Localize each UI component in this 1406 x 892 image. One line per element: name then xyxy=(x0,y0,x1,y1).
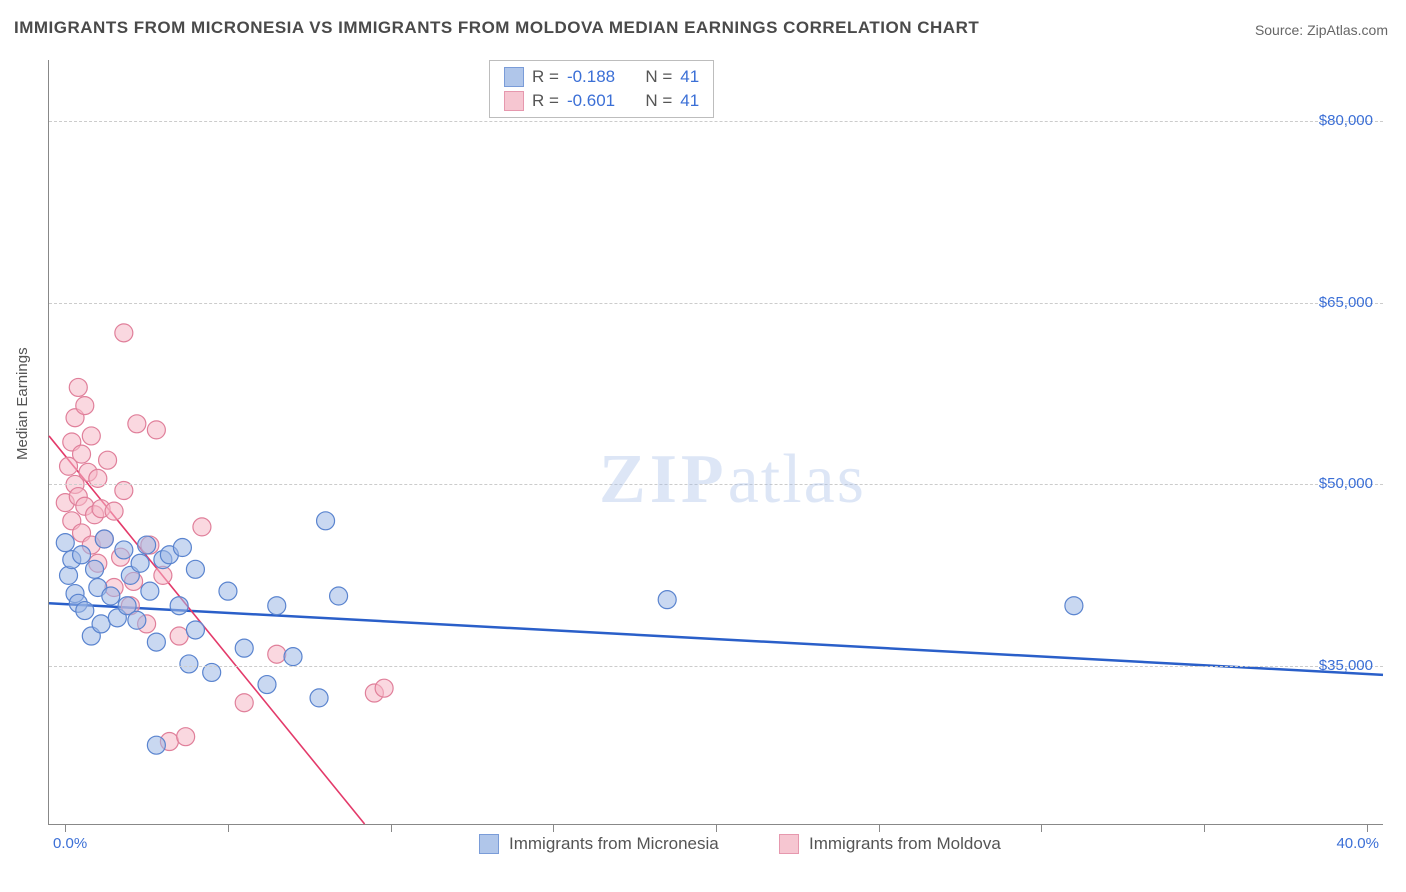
legend-n-label: N = xyxy=(645,67,672,87)
point-micronesia xyxy=(186,560,204,578)
y-tick-label: $35,000 xyxy=(1319,657,1373,674)
point-moldova xyxy=(268,645,286,663)
legend-row-moldova: R = -0.601 N = 41 xyxy=(504,89,699,113)
point-micronesia xyxy=(284,648,302,666)
legend-r-value: -0.188 xyxy=(567,67,615,87)
x-tick xyxy=(553,824,554,832)
legend-n-value: 41 xyxy=(680,91,699,111)
point-micronesia xyxy=(186,621,204,639)
y-axis-label: Median Earnings xyxy=(14,347,31,460)
plot-area: $35,000$50,000$65,000$80,0000.0%40.0%ZIP… xyxy=(48,60,1383,825)
point-moldova xyxy=(170,627,188,645)
point-micronesia xyxy=(73,546,91,564)
point-micronesia xyxy=(95,530,113,548)
gridline-y xyxy=(49,666,1383,667)
legend-r-label: R = xyxy=(532,91,559,111)
point-micronesia xyxy=(147,736,165,754)
point-moldova xyxy=(76,397,94,415)
point-micronesia xyxy=(310,689,328,707)
x-tick-label-left: 0.0% xyxy=(53,835,87,852)
point-micronesia xyxy=(131,554,149,572)
point-micronesia xyxy=(56,534,74,552)
trendline-micronesia xyxy=(49,603,1383,675)
x-tick xyxy=(1367,824,1368,832)
point-moldova xyxy=(69,378,87,396)
point-micronesia xyxy=(86,560,104,578)
point-moldova xyxy=(177,728,195,746)
legend-swatch xyxy=(504,91,524,111)
x-tick xyxy=(716,824,717,832)
point-moldova xyxy=(128,415,146,433)
point-micronesia xyxy=(147,633,165,651)
point-moldova xyxy=(375,679,393,697)
point-moldova xyxy=(73,445,91,463)
point-moldova xyxy=(99,451,117,469)
y-tick-label: $50,000 xyxy=(1319,475,1373,492)
point-micronesia xyxy=(76,602,94,620)
legend-row-micronesia: R = -0.188 N = 41 xyxy=(504,65,699,89)
point-moldova xyxy=(105,502,123,520)
point-micronesia xyxy=(219,582,237,600)
point-moldova xyxy=(235,694,253,712)
legend-swatch xyxy=(504,67,524,87)
x-tick xyxy=(391,824,392,832)
point-moldova xyxy=(82,427,100,445)
point-micronesia xyxy=(170,597,188,615)
point-micronesia xyxy=(268,597,286,615)
point-micronesia xyxy=(92,615,110,633)
point-micronesia xyxy=(141,582,159,600)
y-tick-label: $80,000 xyxy=(1319,112,1373,129)
legend-item-micronesia: Immigrants from Micronesia xyxy=(479,834,719,854)
point-micronesia xyxy=(115,541,133,559)
legend-n-value: 41 xyxy=(680,67,699,87)
watermark: ZIPatlas xyxy=(599,440,866,520)
point-moldova xyxy=(115,324,133,342)
point-micronesia xyxy=(330,587,348,605)
point-micronesia xyxy=(317,512,335,530)
point-micronesia xyxy=(658,591,676,609)
legend-label: Immigrants from Micronesia xyxy=(509,834,719,854)
legend-swatch xyxy=(779,834,799,854)
x-tick xyxy=(879,824,880,832)
point-micronesia xyxy=(258,676,276,694)
gridline-y xyxy=(49,303,1383,304)
point-micronesia xyxy=(138,536,156,554)
point-micronesia xyxy=(60,566,78,584)
point-micronesia xyxy=(1065,597,1083,615)
y-tick-label: $65,000 xyxy=(1319,294,1373,311)
point-micronesia xyxy=(173,539,191,557)
point-moldova xyxy=(193,518,211,536)
point-micronesia xyxy=(180,655,198,673)
x-tick-label-right: 40.0% xyxy=(1336,835,1379,852)
point-micronesia xyxy=(102,587,120,605)
legend-swatch xyxy=(479,834,499,854)
x-tick xyxy=(1204,824,1205,832)
gridline-y xyxy=(49,121,1383,122)
chart-container: { "title": "IMMIGRANTS FROM MICRONESIA V… xyxy=(0,0,1406,892)
point-micronesia xyxy=(128,611,146,629)
legend-item-moldova: Immigrants from Moldova xyxy=(779,834,1001,854)
legend-correlation: R = -0.188 N = 41R = -0.601 N = 41 xyxy=(489,60,714,118)
point-micronesia xyxy=(235,639,253,657)
x-tick xyxy=(1041,824,1042,832)
legend-label: Immigrants from Moldova xyxy=(809,834,1001,854)
legend-r-label: R = xyxy=(532,67,559,87)
legend-r-value: -0.601 xyxy=(567,91,615,111)
x-tick xyxy=(228,824,229,832)
legend-n-label: N = xyxy=(645,91,672,111)
chart-title: IMMIGRANTS FROM MICRONESIA VS IMMIGRANTS… xyxy=(14,18,979,38)
x-tick xyxy=(65,824,66,832)
source-label: Source: ZipAtlas.com xyxy=(1255,22,1388,38)
point-moldova xyxy=(147,421,165,439)
